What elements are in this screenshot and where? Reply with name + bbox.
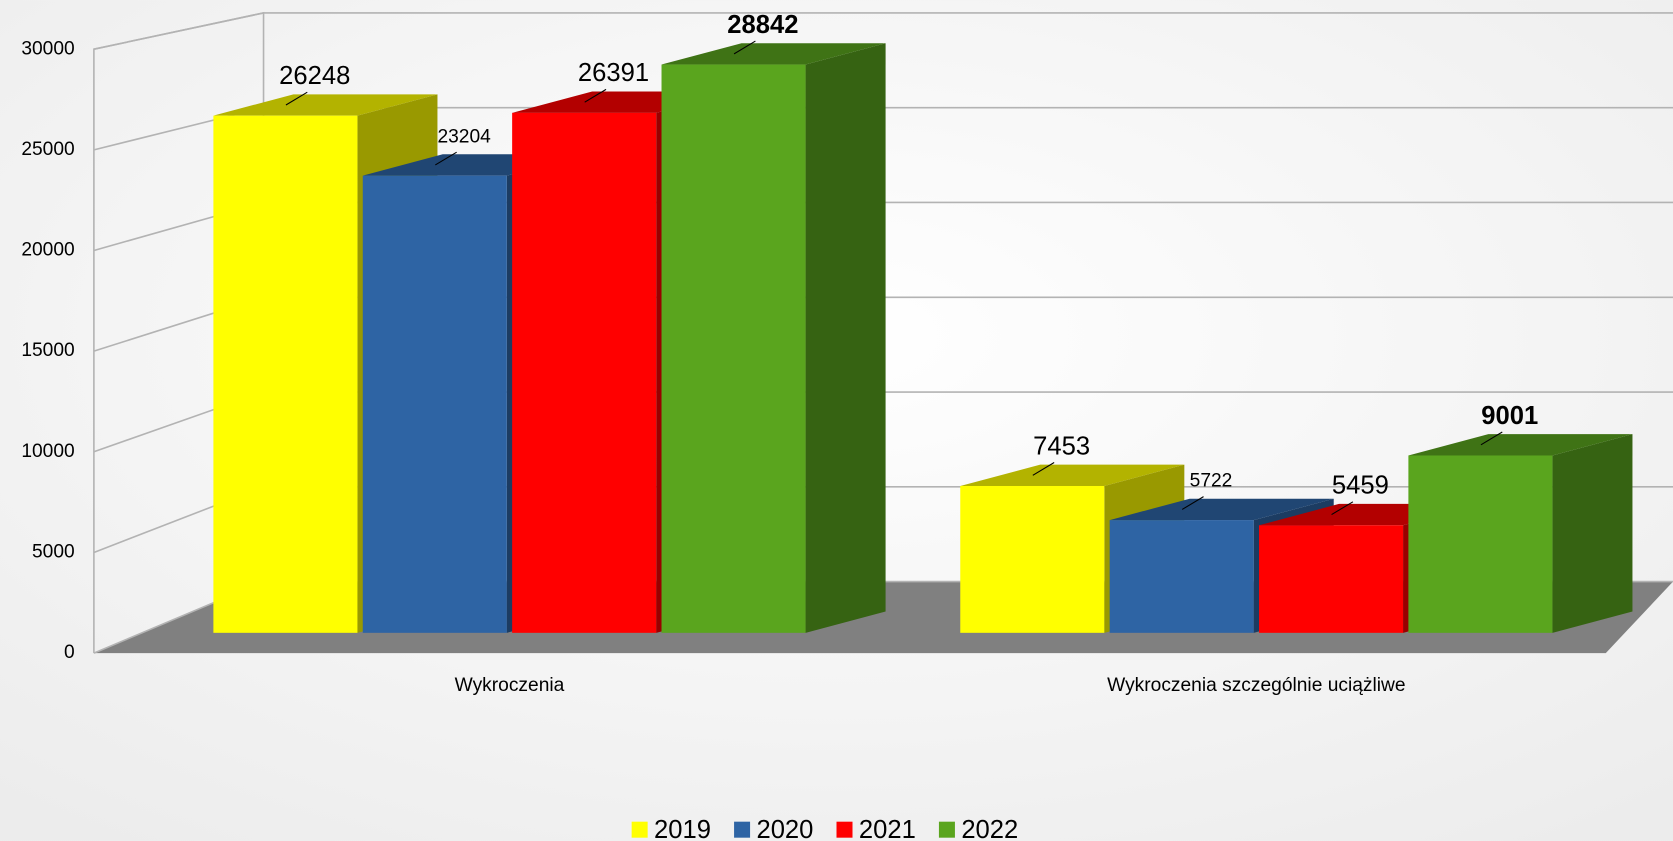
leader-line	[1480, 431, 1503, 446]
y-tick-label: 20000	[21, 240, 74, 261]
y-tick-label: 15000	[21, 340, 74, 361]
leader-line	[1032, 462, 1055, 476]
y-tick-label: 25000	[21, 139, 74, 160]
y-tick-label: 0	[64, 642, 75, 663]
data-label: 26248	[279, 62, 350, 90]
y-tick-label: 5000	[32, 542, 75, 563]
legend-swatch	[836, 821, 853, 838]
leader-line	[435, 151, 457, 166]
bar-top	[960, 464, 1185, 486]
bar	[213, 115, 358, 633]
leader-line	[733, 40, 756, 55]
grid-line	[93, 12, 1673, 50]
legend-swatch	[734, 821, 751, 838]
legend-label: 2019	[654, 816, 711, 841]
legend-label: 2020	[756, 816, 813, 841]
legend-swatch	[938, 821, 955, 838]
data-label: 7453	[1033, 432, 1090, 460]
bar-top	[661, 43, 886, 65]
bar-top	[1109, 498, 1334, 521]
data-label: 26391	[578, 59, 649, 87]
bar-top	[1408, 434, 1633, 456]
data-label: 9001	[1481, 402, 1538, 430]
data-label: 28842	[727, 11, 798, 39]
bar	[1109, 520, 1254, 633]
bar-side	[1552, 434, 1633, 633]
leader-line	[285, 91, 308, 106]
legend-label: 2022	[961, 816, 1018, 841]
leader-line	[1331, 501, 1354, 516]
bar	[661, 64, 806, 633]
x-tick-label: Wykroczenia szczególnie uciążliwe	[1107, 675, 1405, 696]
data-label: 5722	[1190, 471, 1233, 492]
y-tick-label: 10000	[21, 441, 74, 462]
bar	[960, 485, 1105, 633]
leader-line	[1181, 496, 1204, 510]
legend-label: 2021	[859, 816, 916, 841]
bar	[1259, 525, 1404, 633]
data-label: 23204	[437, 126, 491, 147]
bar-top	[213, 94, 438, 116]
x-tick-label: Wykroczenia	[455, 675, 565, 696]
bar	[362, 175, 507, 633]
data-label: 5459	[1332, 472, 1389, 500]
legend-swatch	[631, 821, 648, 838]
bar	[1408, 455, 1553, 633]
leader-line	[584, 88, 607, 103]
bar	[512, 112, 657, 633]
y-tick-label: 30000	[21, 38, 74, 59]
bar-side	[805, 43, 886, 633]
